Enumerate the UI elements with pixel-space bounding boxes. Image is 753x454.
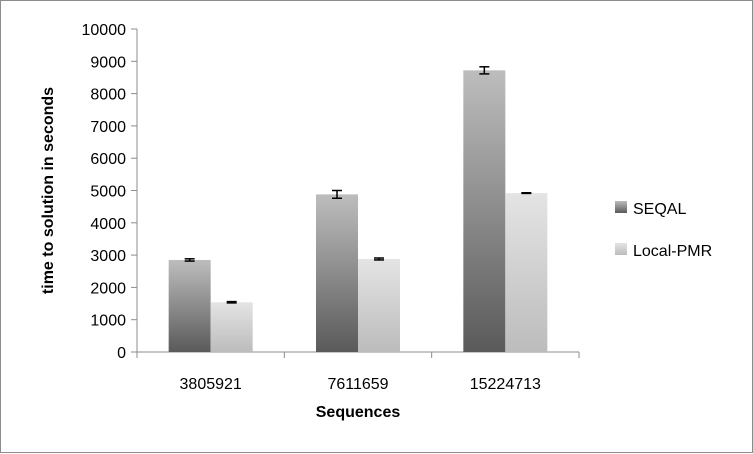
y-tick-label: 10000: [82, 22, 127, 39]
y-tick-label: 1000: [90, 313, 126, 330]
legend-swatch-local-pmr: [615, 243, 627, 255]
y-tick-label: 3000: [90, 248, 126, 265]
bars: [168, 70, 548, 353]
y-tick-label: 8000: [90, 87, 126, 104]
legend: SEQAL Local-PMR: [615, 201, 712, 260]
bar-seqal-3805921: [168, 259, 211, 352]
y-tick-label: 5000: [90, 184, 126, 201]
y-tick-label: 4000: [90, 216, 126, 233]
axes: 0 1000 2000 3000 4000 5000 6000 7000 8000 9000 100…: [82, 22, 580, 393]
error-bars: [184, 66, 532, 304]
bar-seqal-7611659: [316, 194, 358, 352]
legend-label-seqal: SEQAL: [633, 201, 686, 218]
x-tick-label: 15224713: [470, 376, 541, 393]
y-tick-label: 2000: [90, 280, 126, 297]
y-tick-label: 9000: [90, 54, 126, 71]
bar-seqal-15224713: [463, 70, 506, 353]
bar-local-pmr-7611659: [358, 258, 400, 352]
y-tick-label: 6000: [90, 151, 126, 168]
y-axis-title: time to solution in seconds: [40, 87, 57, 294]
legend-label-local-pmr: Local-PMR: [633, 243, 712, 260]
y-tick-label: 0: [117, 345, 126, 362]
x-tick-label: 3805921: [180, 376, 242, 393]
x-tick-label: 7611659: [327, 376, 388, 393]
legend-swatch-seqal: [615, 201, 627, 213]
y-tick-label: 7000: [90, 119, 126, 136]
bar-local-pmr-15224713: [505, 193, 548, 352]
x-axis-title: Sequences: [316, 404, 401, 421]
bar-local-pmr-3805921: [210, 302, 253, 352]
